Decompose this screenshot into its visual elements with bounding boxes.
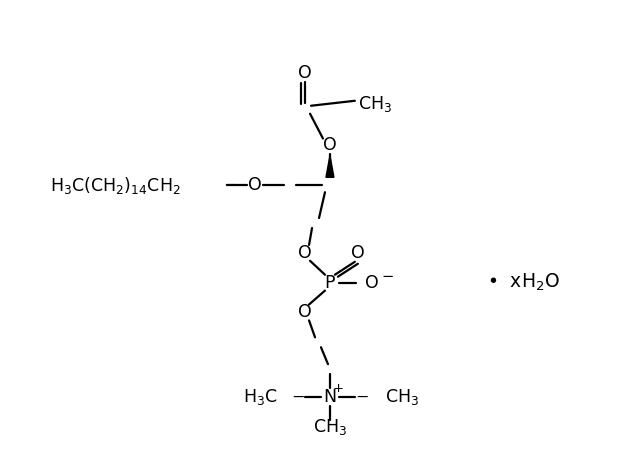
Text: −: − xyxy=(291,390,305,405)
Text: −: − xyxy=(223,175,237,193)
Text: O: O xyxy=(248,176,262,194)
Text: O: O xyxy=(365,274,378,292)
Text: −: − xyxy=(355,390,369,405)
Text: CH$_3$: CH$_3$ xyxy=(313,417,347,437)
Text: CH$_3$: CH$_3$ xyxy=(385,387,419,407)
Text: P: P xyxy=(324,274,335,292)
Text: H$_3$C: H$_3$C xyxy=(243,387,277,407)
Text: O: O xyxy=(351,244,365,262)
Text: O: O xyxy=(298,304,312,322)
Text: −: − xyxy=(381,269,394,284)
Text: O: O xyxy=(298,64,312,82)
Text: +: + xyxy=(332,382,344,395)
Text: O: O xyxy=(298,244,312,262)
Text: •  xH$_2$O: • xH$_2$O xyxy=(487,272,560,293)
Polygon shape xyxy=(326,155,334,177)
Text: O: O xyxy=(323,136,337,154)
Text: H$_3$C(CH$_2$)$_{14}$CH$_2$: H$_3$C(CH$_2$)$_{14}$CH$_2$ xyxy=(51,175,181,196)
Text: CH$_3$: CH$_3$ xyxy=(358,94,392,114)
Text: N: N xyxy=(323,388,337,406)
